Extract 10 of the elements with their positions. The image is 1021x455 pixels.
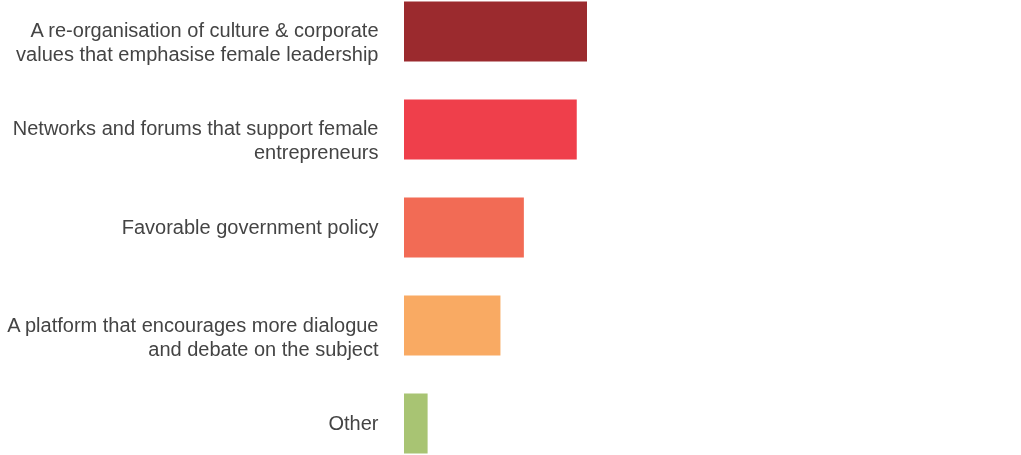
y-tick-label: A re-organisation of culture & corporate values that emphasise female leadership [16,19,379,66]
y-tick-label: Networks and forums that support female entrepreneurs [12,117,379,164]
y-tick-label: Favorable government policy [121,215,379,238]
bar [404,1,587,62]
y-tick-label: Other [328,411,379,434]
bar [404,99,577,160]
bar [404,197,524,258]
bar [404,295,501,356]
bar [404,393,428,454]
y-tick-label: A platform that encourages more dialogue and debate on the subject [7,313,379,360]
